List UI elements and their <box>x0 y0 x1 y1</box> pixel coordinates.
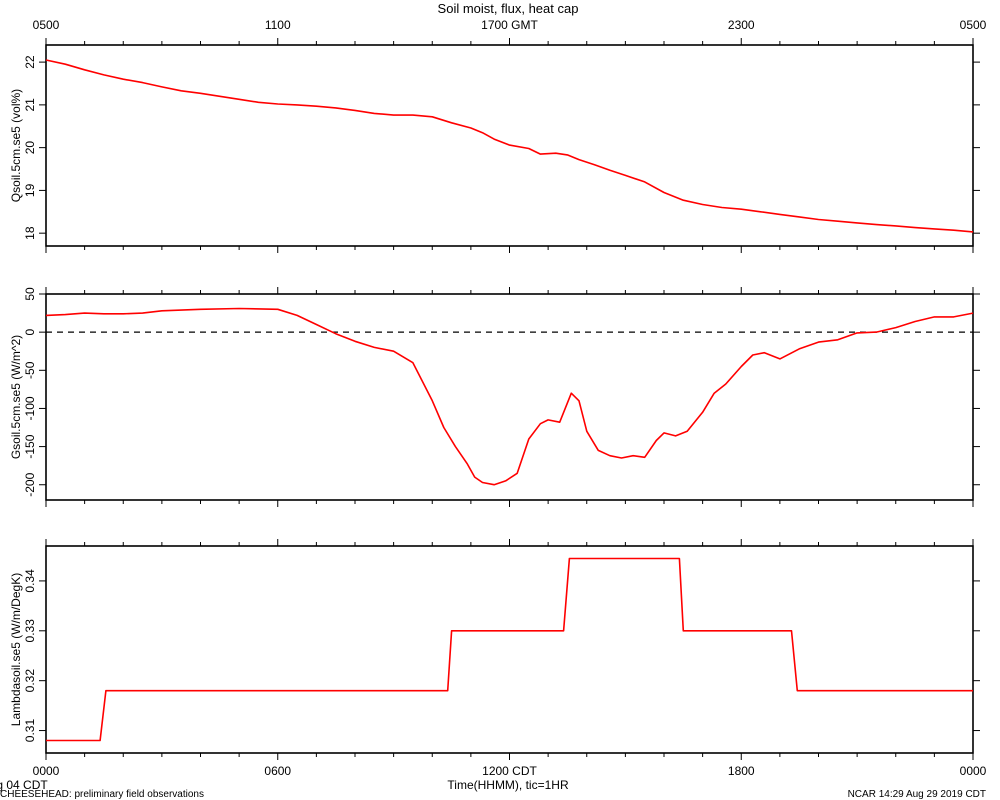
bottom-tick-label: 0600 <box>264 764 291 778</box>
bottom-tick-label: 0000 <box>33 764 60 778</box>
footer-left: CHEESEHEAD: preliminary field observatio… <box>0 789 204 800</box>
y-tick-label: 19 <box>23 183 37 197</box>
y-tick-label: 0.31 <box>23 719 37 743</box>
panel-frame <box>45 293 974 501</box>
chart-title: Soil moist, flux, heat cap <box>438 1 579 16</box>
series-line <box>46 557 973 742</box>
bottom-tick-label: 1200 CDT <box>482 764 537 778</box>
top-tick-label: 1700 GMT <box>481 18 538 32</box>
y-tick-label: 20 <box>23 141 37 155</box>
y-tick-label: 0.33 <box>23 619 37 643</box>
y-tick-label: 50 <box>23 287 37 301</box>
y-tick-label: 0.32 <box>23 669 37 693</box>
y-tick-label: -50 <box>23 361 37 379</box>
top-tick-label: 1100 <box>265 18 291 32</box>
top-tick-label: 0500 <box>960 18 987 32</box>
y-axis-label: Gsoil.5cm.se5 (W/m^2) <box>9 335 23 459</box>
y-tick-label: 0 <box>23 328 37 335</box>
y-axis-label: Lambdasoil.se5 (W/m/DegK) <box>9 573 23 726</box>
y-tick-label: -100 <box>23 396 37 420</box>
top-tick-label: 2300 <box>728 18 755 32</box>
y-tick-label: 21 <box>23 98 37 112</box>
date-label: 2019 Aug 04 CDT <box>0 778 48 792</box>
y-tick-label: 18 <box>23 226 37 240</box>
y-tick-label: -150 <box>23 434 37 458</box>
top-tick-label: 0500 <box>33 18 60 32</box>
y-tick-label: 0.34 <box>23 569 37 593</box>
bottom-tick-label: 0000 <box>960 764 987 778</box>
y-axis-label: Qsoil.5cm.se5 (vol%) <box>9 89 23 202</box>
x-axis-label: Time(HHMM), tic=1HR <box>447 778 569 792</box>
panel-frame <box>45 545 974 754</box>
series-line <box>45 59 974 233</box>
y-tick-label: 22 <box>23 55 37 69</box>
bottom-tick-label: 1800 <box>728 764 755 778</box>
y-tick-label: -200 <box>23 472 37 496</box>
footer-right: NCAR 14:29 Aug 29 2019 CDT <box>847 789 986 800</box>
series-line <box>45 307 974 486</box>
